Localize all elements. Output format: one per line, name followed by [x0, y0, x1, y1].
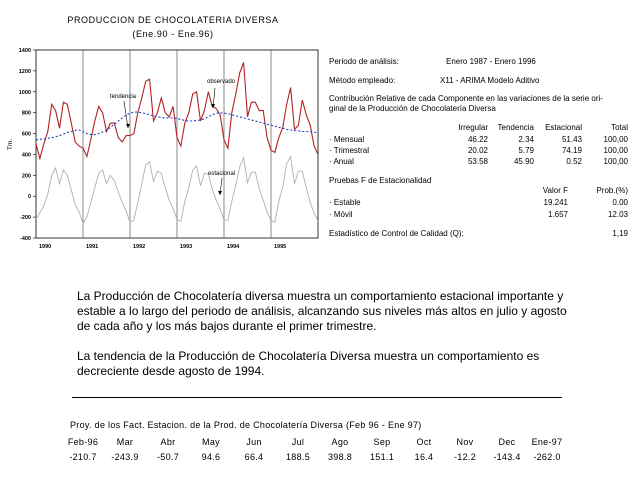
decomposition-chart: 1990 1991 1992 1993 1994 1995 1400 1200 1000 800 6… — [7, 48, 319, 250]
contrib-header-total: Total — [611, 123, 628, 132]
y-tick-label: 1000 — [19, 90, 31, 96]
quality-label: Estadístico de Control de Calidad (Q): — [329, 229, 464, 238]
projection-value: -12.2 — [453, 452, 476, 462]
annotation-arrowhead — [218, 191, 222, 195]
series-line-estacional — [35, 155, 319, 225]
contribution-line-2: ginal de la Producción de Chocolatería D… — [329, 104, 496, 113]
projection-value: 151.1 — [369, 452, 395, 462]
quality-value: 1,19 — [612, 229, 628, 238]
y-tick-label: -200 — [20, 215, 31, 221]
series-line-tendencia — [35, 111, 319, 141]
contrib-cell: 100,00 — [603, 146, 628, 155]
projection-month: Ene-97 — [531, 437, 563, 447]
y-tick-label: 0 — [28, 194, 31, 200]
projection-value: -143.4 — [493, 452, 521, 462]
method-value: X11 - ARIMA Modelo Aditivo — [440, 76, 540, 85]
contrib-header-estacional: Estacional — [545, 123, 582, 132]
contrib-header-irregular: Irregular — [458, 123, 488, 132]
projection-month: Mar — [116, 437, 134, 447]
projection-title: Proy. de los Fact. Estacion. de la Prod.… — [70, 420, 422, 430]
annotation-tendencia: tendencia — [110, 94, 137, 100]
contrib-cell: 100,00 — [603, 157, 628, 166]
tests-title: Pruebas F de Estacionalidad — [329, 176, 432, 185]
projection-month: Jun — [246, 437, 262, 447]
projection-month: Sep — [373, 437, 391, 447]
annotation-observado: observado — [207, 79, 236, 85]
description-paragraph-1: La Producción de Chocolatería diversa mu… — [77, 289, 567, 333]
projection-value: -210.7 — [69, 452, 97, 462]
projection-value: -262.0 — [533, 452, 561, 462]
x-tick-label: 1990 — [39, 244, 51, 250]
chart-subtitle: (Ene.90 - Ene.96) — [132, 29, 214, 39]
contrib-cell: 46.22 — [467, 135, 488, 144]
contrib-cell: 53.58 — [467, 157, 488, 166]
chart-title-block: PRODUCCION DE CHOCOLATERIA DIVERSA (Ene.… — [58, 13, 288, 41]
projection-value: -243.9 — [111, 452, 139, 462]
contrib-cell: 74.19 — [561, 146, 582, 155]
contrib-row-label-anual: · Anual — [329, 157, 354, 166]
y-axis-label: Tm. — [7, 139, 14, 150]
y-tick-label: 200 — [22, 173, 31, 179]
annotation-arrow — [123, 100, 129, 129]
tests-header-prob: Prob.(%) — [596, 186, 628, 195]
projection-month: Dec — [498, 437, 516, 447]
tests-cell: 12.03 — [607, 210, 628, 219]
projection-value: 94.6 — [201, 452, 221, 462]
annotation-arrowhead — [126, 124, 130, 128]
chart-title: PRODUCCION DE CHOCOLATERIA DIVERSA — [67, 15, 279, 25]
tests-row-label-estable: · Estable — [329, 198, 361, 207]
x-tick-label: 1991 — [86, 244, 98, 250]
projection-value: 188.5 — [285, 452, 311, 462]
y-tick-label: 1400 — [19, 48, 31, 54]
y-tick-label: -400 — [20, 236, 31, 242]
contrib-cell: 0.52 — [566, 157, 582, 166]
contribution-line-1: Contribución Relativa de cada Componente… — [329, 94, 603, 103]
x-tick-label: 1995 — [274, 244, 286, 250]
y-tick-label: 800 — [22, 111, 31, 117]
contrib-header-tendencia: Tendencia — [497, 123, 534, 132]
y-tick-label: 600 — [22, 132, 31, 138]
x-tick-label: 1993 — [180, 244, 192, 250]
contrib-cell: 5.79 — [518, 146, 534, 155]
annotation-estacional: estacional — [208, 171, 235, 177]
contrib-row-label-trimestral: · Trimestral — [329, 146, 369, 155]
projection-month: Oct — [416, 437, 432, 447]
projection-value: 16.4 — [414, 452, 434, 462]
tests-row-label-movil: · Móvil — [329, 210, 353, 219]
y-tick-label: 1200 — [19, 69, 31, 75]
projection-value: 398.8 — [327, 452, 353, 462]
series-line-observado — [35, 62, 319, 161]
divider — [72, 397, 562, 398]
contrib-cell: 2.34 — [518, 135, 534, 144]
method-label: Método empleado: — [329, 76, 396, 85]
period-value: Enero 1987 - Enero 1996 — [446, 57, 536, 66]
projection-month: Abr — [160, 437, 176, 447]
tests-cell: 0.00 — [612, 198, 628, 207]
tests-header-valor-f: Valor F — [542, 186, 568, 195]
tests-cell: 19.241 — [543, 198, 568, 207]
projection-value: 66.4 — [244, 452, 264, 462]
projection-value: -50.7 — [156, 452, 179, 462]
projection-month: Jul — [291, 437, 305, 447]
projection-month: Feb-96 — [67, 437, 99, 447]
annotation-arrowhead — [211, 104, 215, 108]
projection-month: Ago — [331, 437, 349, 447]
tests-cell: 1.657 — [547, 210, 568, 219]
x-tick-label: 1992 — [133, 244, 145, 250]
projection-month: Nov — [456, 437, 474, 447]
description-paragraph-2: La tendencia de la Producción de Chocola… — [77, 349, 540, 378]
x-tick-label: 1994 — [227, 244, 240, 250]
period-label: Periodo de análisis: — [329, 57, 399, 66]
projection-month: May — [202, 437, 220, 447]
contrib-cell: 45.90 — [513, 157, 534, 166]
contrib-cell: 51.43 — [561, 135, 582, 144]
y-tick-label: 400 — [22, 152, 31, 158]
contrib-cell: 20.02 — [467, 146, 488, 155]
contrib-cell: 100,00 — [603, 135, 628, 144]
contrib-row-label-mensual: · Mensual — [329, 135, 365, 144]
